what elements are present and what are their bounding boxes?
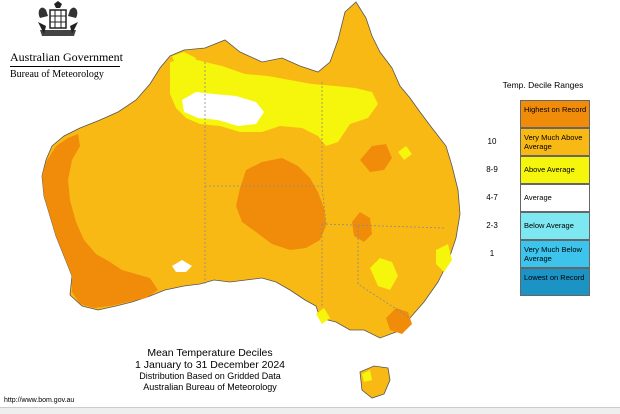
bureau-title: Bureau of Meteorology (10, 69, 104, 80)
north-average-pocket (182, 92, 264, 126)
legend-item: 1 Very Much Below Average (470, 240, 620, 268)
legend-swatch (520, 128, 590, 156)
legend-label: Very Much Above Average (524, 133, 583, 151)
legend-range: 8-9 (486, 165, 498, 174)
victoria-highest-region (386, 308, 412, 334)
east-coast-above-region (436, 244, 452, 272)
legend-swatch (520, 240, 590, 268)
south-inland-highest-region (352, 212, 372, 242)
legend-swatch (520, 212, 590, 240)
legend-swatch (520, 268, 590, 296)
west-highest-region (42, 134, 158, 308)
central-highest-region (236, 158, 326, 250)
legend-label: Lowest on Record (524, 273, 585, 282)
legend-label: Average (524, 193, 552, 202)
footer-bar (0, 407, 620, 414)
legend-swatch (520, 184, 590, 212)
caption-basis: Distribution Based on Gridded Data (139, 371, 281, 381)
legend-item: 8-9 Above Average (470, 156, 620, 184)
map-caption: Mean Temperature Deciles 1 January to 31… (100, 347, 320, 393)
legend-label: Highest on Record (524, 105, 587, 114)
caption-title: Mean Temperature Deciles (147, 347, 273, 359)
tasmania-above-region (362, 370, 372, 382)
legend-label: Very Much Below Average (524, 245, 582, 263)
north-coast-above-region (172, 52, 196, 72)
legend-title: Temp. Decile Ranges (502, 80, 584, 90)
legend-swatch (520, 156, 590, 184)
legend-swatch (520, 100, 590, 128)
legend-item: 2-3 Below Average (470, 212, 620, 240)
coat-of-arms-icon (38, 1, 78, 36)
legend-label: Below Average (524, 221, 574, 230)
legend-range: 2-3 (486, 221, 498, 230)
legend-range: 4-7 (486, 193, 498, 202)
tasmania-region (359, 365, 391, 399)
legend-item: Lowest on Record (470, 268, 620, 296)
queensland-highest-region (360, 144, 392, 172)
south-coast-above-region (316, 308, 330, 324)
se-above-average-region (370, 258, 398, 290)
qld-small-above-region (398, 146, 412, 160)
caption-agency: Australian Bureau of Meteorology (143, 382, 277, 392)
source-url-link[interactable]: http://www.bom.gov.au (4, 397, 75, 404)
caption-period: 1 January to 31 December 2024 (134, 359, 285, 371)
legend-item: Highest on Record (470, 100, 620, 128)
north-above-average-region (170, 58, 378, 146)
legend-range: 1 (489, 249, 495, 258)
legend-item: 4-7 Average (470, 184, 620, 212)
header-divider (10, 66, 120, 67)
legend-item: 10 Very Much Above Average (470, 128, 620, 156)
government-title: Australian Government (10, 50, 123, 64)
legend-range: 10 (487, 137, 497, 146)
south-average-pocket (172, 260, 192, 272)
legend-label: Above Average (524, 165, 575, 174)
state-borders (204, 62, 445, 319)
